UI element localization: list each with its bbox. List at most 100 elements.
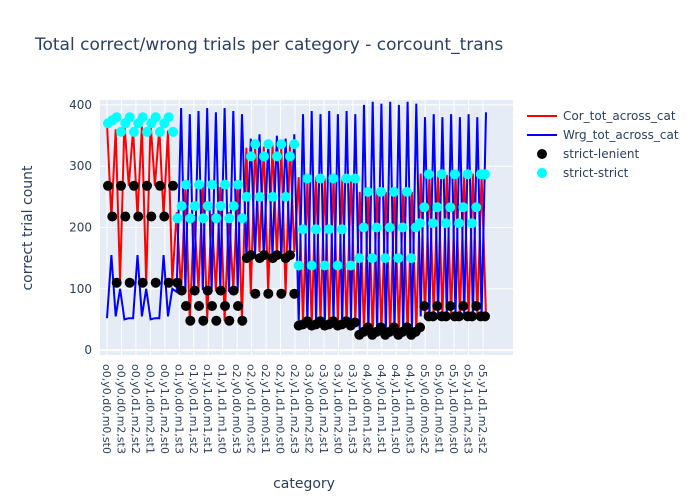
point-strict-lenient-82 [458,301,469,311]
point-strict-lenient-78 [441,311,451,322]
point-strict-strict-49 [315,173,326,184]
y-tick-label-3: 300 [69,159,92,173]
point-strict-strict-25 [211,213,222,224]
point-strict-lenient-69 [402,322,412,333]
point-strict-strict-60 [363,186,373,197]
point-strict-strict-15 [168,126,178,137]
point-strict-strict-42 [285,151,295,162]
point-strict-lenient-27 [220,301,230,311]
point-strict-strict-28 [224,213,235,224]
x-tick-label-15: o3,y0,d1,m2,st1 [317,364,330,454]
point-strict-lenient-16 [172,277,183,288]
legend-item-2: strict-lenient [537,147,640,161]
x-tick-label-25: o5,y1,d1,m2,st3 [462,364,475,454]
point-strict-strict-11 [150,112,161,123]
point-strict-lenient-12 [155,180,165,191]
point-strict-strict-27 [220,179,230,190]
legend-label-3: strict-strict [563,166,629,180]
point-strict-strict-85 [471,202,482,213]
point-strict-strict-52 [328,173,339,184]
y-tick-label-2: 200 [69,221,92,235]
point-strict-strict-43 [289,139,300,150]
x-tick-label-13: o2,y1,d1,m2,st3 [288,364,301,454]
point-strict-strict-6 [129,126,139,137]
legend-label-0: Cor_tot_across_cat [563,109,676,123]
x-tick-label-12: o2,y1,d1,m0,st0 [274,364,287,454]
point-strict-lenient-21 [194,301,204,311]
point-strict-lenient-17 [176,285,187,296]
point-strict-strict-63 [376,186,386,197]
point-strict-strict-75 [428,218,438,229]
point-strict-strict-29 [228,201,239,211]
point-strict-lenient-66 [389,322,399,333]
point-strict-lenient-4 [120,211,131,222]
point-strict-strict-19 [185,213,196,224]
point-strict-strict-53 [332,260,343,271]
point-strict-strict-33 [246,151,256,162]
x-tick-label-9: o2,y0,d0,m0,st3 [230,364,243,454]
point-strict-lenient-85 [471,301,482,311]
legend-swatch-3 [537,168,547,178]
x-tick-label-22: o5,y0,d0,m0,st2 [418,364,431,454]
x-tick-label-20: o4,y1,d0,m1,st0 [389,364,402,454]
point-strict-lenient-29 [228,285,239,296]
point-strict-strict-9 [142,126,152,137]
x-tick-label-23: o5,y0,d1,m0,st1 [433,364,446,454]
point-strict-strict-76 [432,202,443,213]
point-strict-strict-65 [384,222,395,233]
series-lines [106,101,487,335]
point-strict-strict-46 [302,173,313,184]
series-line-wrg-tot [106,101,487,333]
point-strict-strict-38 [267,191,278,202]
point-strict-lenient-14 [163,277,174,288]
legend-swatch-2 [537,149,547,159]
x-tick-label-26: o5,y1,d1,m2,st2 [476,364,489,454]
y-axis-label: correct trial count [20,165,36,291]
point-strict-lenient-31 [237,315,248,326]
x-tick-label-3: o0,y1,d0,m2,st1 [143,364,156,454]
point-strict-strict-23 [202,201,213,211]
y-tick-label-4: 400 [69,98,92,112]
point-strict-strict-78 [441,218,451,229]
point-strict-lenient-36 [259,250,269,261]
point-strict-strict-79 [445,202,456,213]
point-strict-strict-41 [280,191,291,202]
point-strict-strict-20 [189,201,200,211]
x-axis-label: category [273,476,335,492]
x-tick-label-16: o3,y1,d0,m2,st0 [331,364,344,454]
point-strict-strict-3 [116,126,126,137]
point-strict-strict-66 [389,186,399,197]
point-strict-strict-16 [172,213,183,224]
x-tick-label-4: o0,y1,d1,m2,st0 [158,364,171,454]
point-strict-lenient-34 [250,288,261,299]
point-strict-lenient-28 [224,315,235,326]
point-strict-strict-17 [176,201,187,211]
x-tick-label-5: o1,y0,d0,m1,st3 [172,364,185,454]
point-strict-lenient-11 [150,277,161,288]
x-tick-label-17: o3,y1,d1,m1,st3 [346,364,359,454]
x-tick-label-14: o3,y0,d0,m2,st2 [302,364,315,454]
x-tick-label-18: o4,y0,d0,m1,st2 [360,364,373,454]
point-strict-lenient-81 [454,311,464,322]
point-strict-lenient-57 [350,317,360,328]
x-tick-label-0: o0,y0,d0,m0,st0 [100,364,113,454]
legend: Cor_tot_across_cat Wrg_tot_across_catstri… [527,109,679,180]
point-strict-lenient-22 [198,315,209,326]
x-tick-label-1: o0,y0,d0,m2,st3 [114,364,127,454]
point-strict-strict-44 [293,260,304,271]
point-strict-strict-39 [272,151,282,162]
point-strict-strict-55 [341,173,352,184]
point-strict-strict-26 [215,201,226,211]
point-strict-strict-56 [345,260,356,271]
point-strict-lenient-37 [263,288,274,299]
point-strict-lenient-60 [363,322,373,333]
point-strict-strict-24 [207,179,217,190]
point-strict-strict-82 [458,202,469,213]
point-strict-strict-22 [198,213,209,224]
point-strict-strict-37 [263,139,274,150]
point-strict-strict-32 [241,191,252,202]
point-strict-lenient-39 [272,250,282,261]
point-strict-lenient-76 [432,301,443,311]
point-strict-lenient-26 [215,285,226,296]
